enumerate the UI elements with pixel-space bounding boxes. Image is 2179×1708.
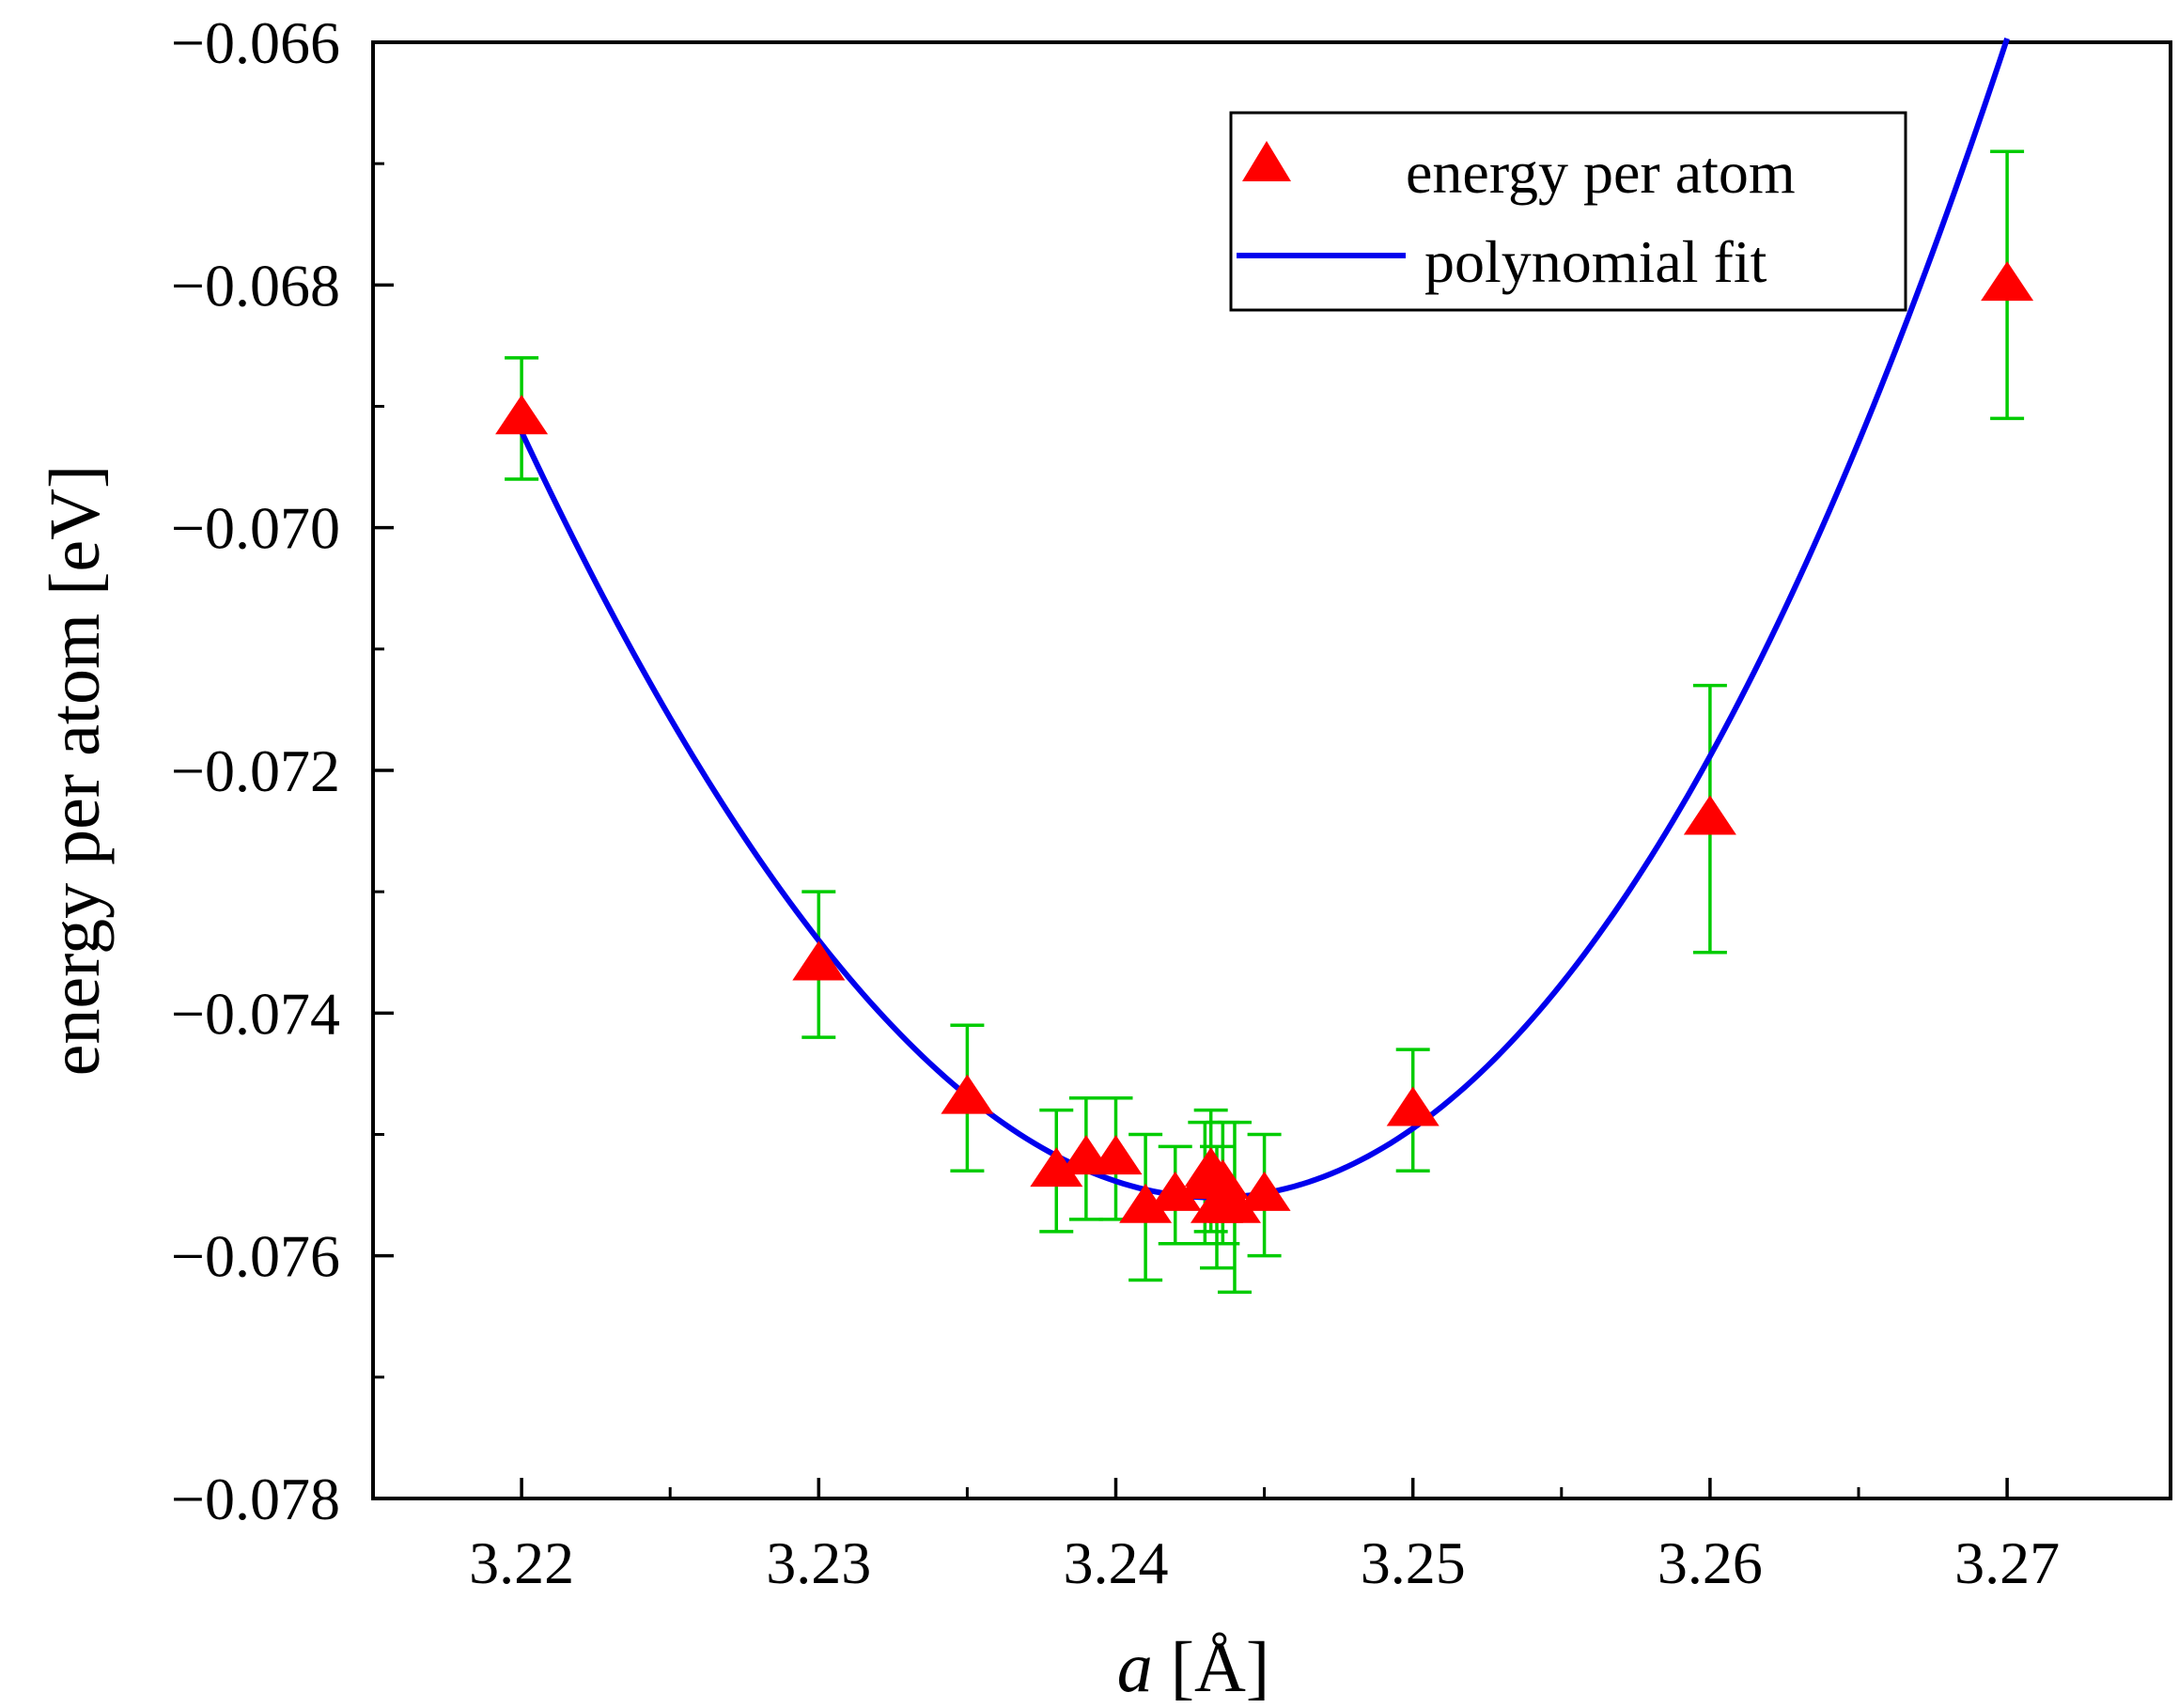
y-tick-label: −0.074 <box>171 980 340 1047</box>
data-point-marker <box>495 395 549 435</box>
y-tick-label: −0.066 <box>171 9 340 76</box>
y-tick-label: −0.070 <box>171 495 340 562</box>
x-axis-title-var: a <box>1117 1628 1153 1707</box>
data-point-marker <box>1030 1147 1083 1188</box>
x-tick-label: 3.23 <box>766 1529 871 1596</box>
data-point-marker <box>1119 1183 1173 1223</box>
data-markers <box>495 261 2034 1223</box>
data-point-marker <box>1208 1183 1261 1223</box>
y-tick-label: −0.078 <box>171 1466 340 1532</box>
x-tick-label: 3.25 <box>1361 1529 1466 1596</box>
data-point-marker <box>1386 1086 1440 1126</box>
x-axis-title: a [Å] <box>1117 1628 1270 1707</box>
axes: 3.22 3.23 3.24 3.25 3.26 3.27 −0.078 −0.076 −0.0… <box>171 9 2172 1596</box>
legend: energy per atom polynomial fit <box>1229 111 1907 312</box>
x-tick-label: 3.26 <box>1658 1529 1763 1596</box>
error-bars <box>505 149 2025 1295</box>
data-point-marker <box>792 940 846 981</box>
data-point-marker <box>1981 261 2034 302</box>
legend-label-energy: energy per atom <box>1406 139 1796 206</box>
legend-label-fit: polynomial fit <box>1424 228 1767 295</box>
data-point-marker <box>1148 1171 1202 1211</box>
legend-marker-energy <box>1242 141 1291 181</box>
data-point-marker <box>941 1074 994 1114</box>
x-axis-title-unit: [Å] <box>1153 1628 1270 1707</box>
y-tick-label: −0.072 <box>171 738 340 804</box>
y-tick-label: −0.068 <box>171 252 340 318</box>
x-tick-label: 3.24 <box>1063 1529 1168 1596</box>
data-point-marker <box>1683 795 1736 835</box>
data-point-marker <box>1237 1171 1291 1211</box>
y-axis-title: energy per atom [eV] <box>36 465 115 1077</box>
x-tick-label: 3.22 <box>469 1529 574 1596</box>
y-tick-label: −0.076 <box>171 1223 340 1290</box>
legend-box <box>1229 111 1907 312</box>
data-point-marker <box>1089 1135 1143 1175</box>
x-tick-label: 3.27 <box>1954 1529 2060 1596</box>
